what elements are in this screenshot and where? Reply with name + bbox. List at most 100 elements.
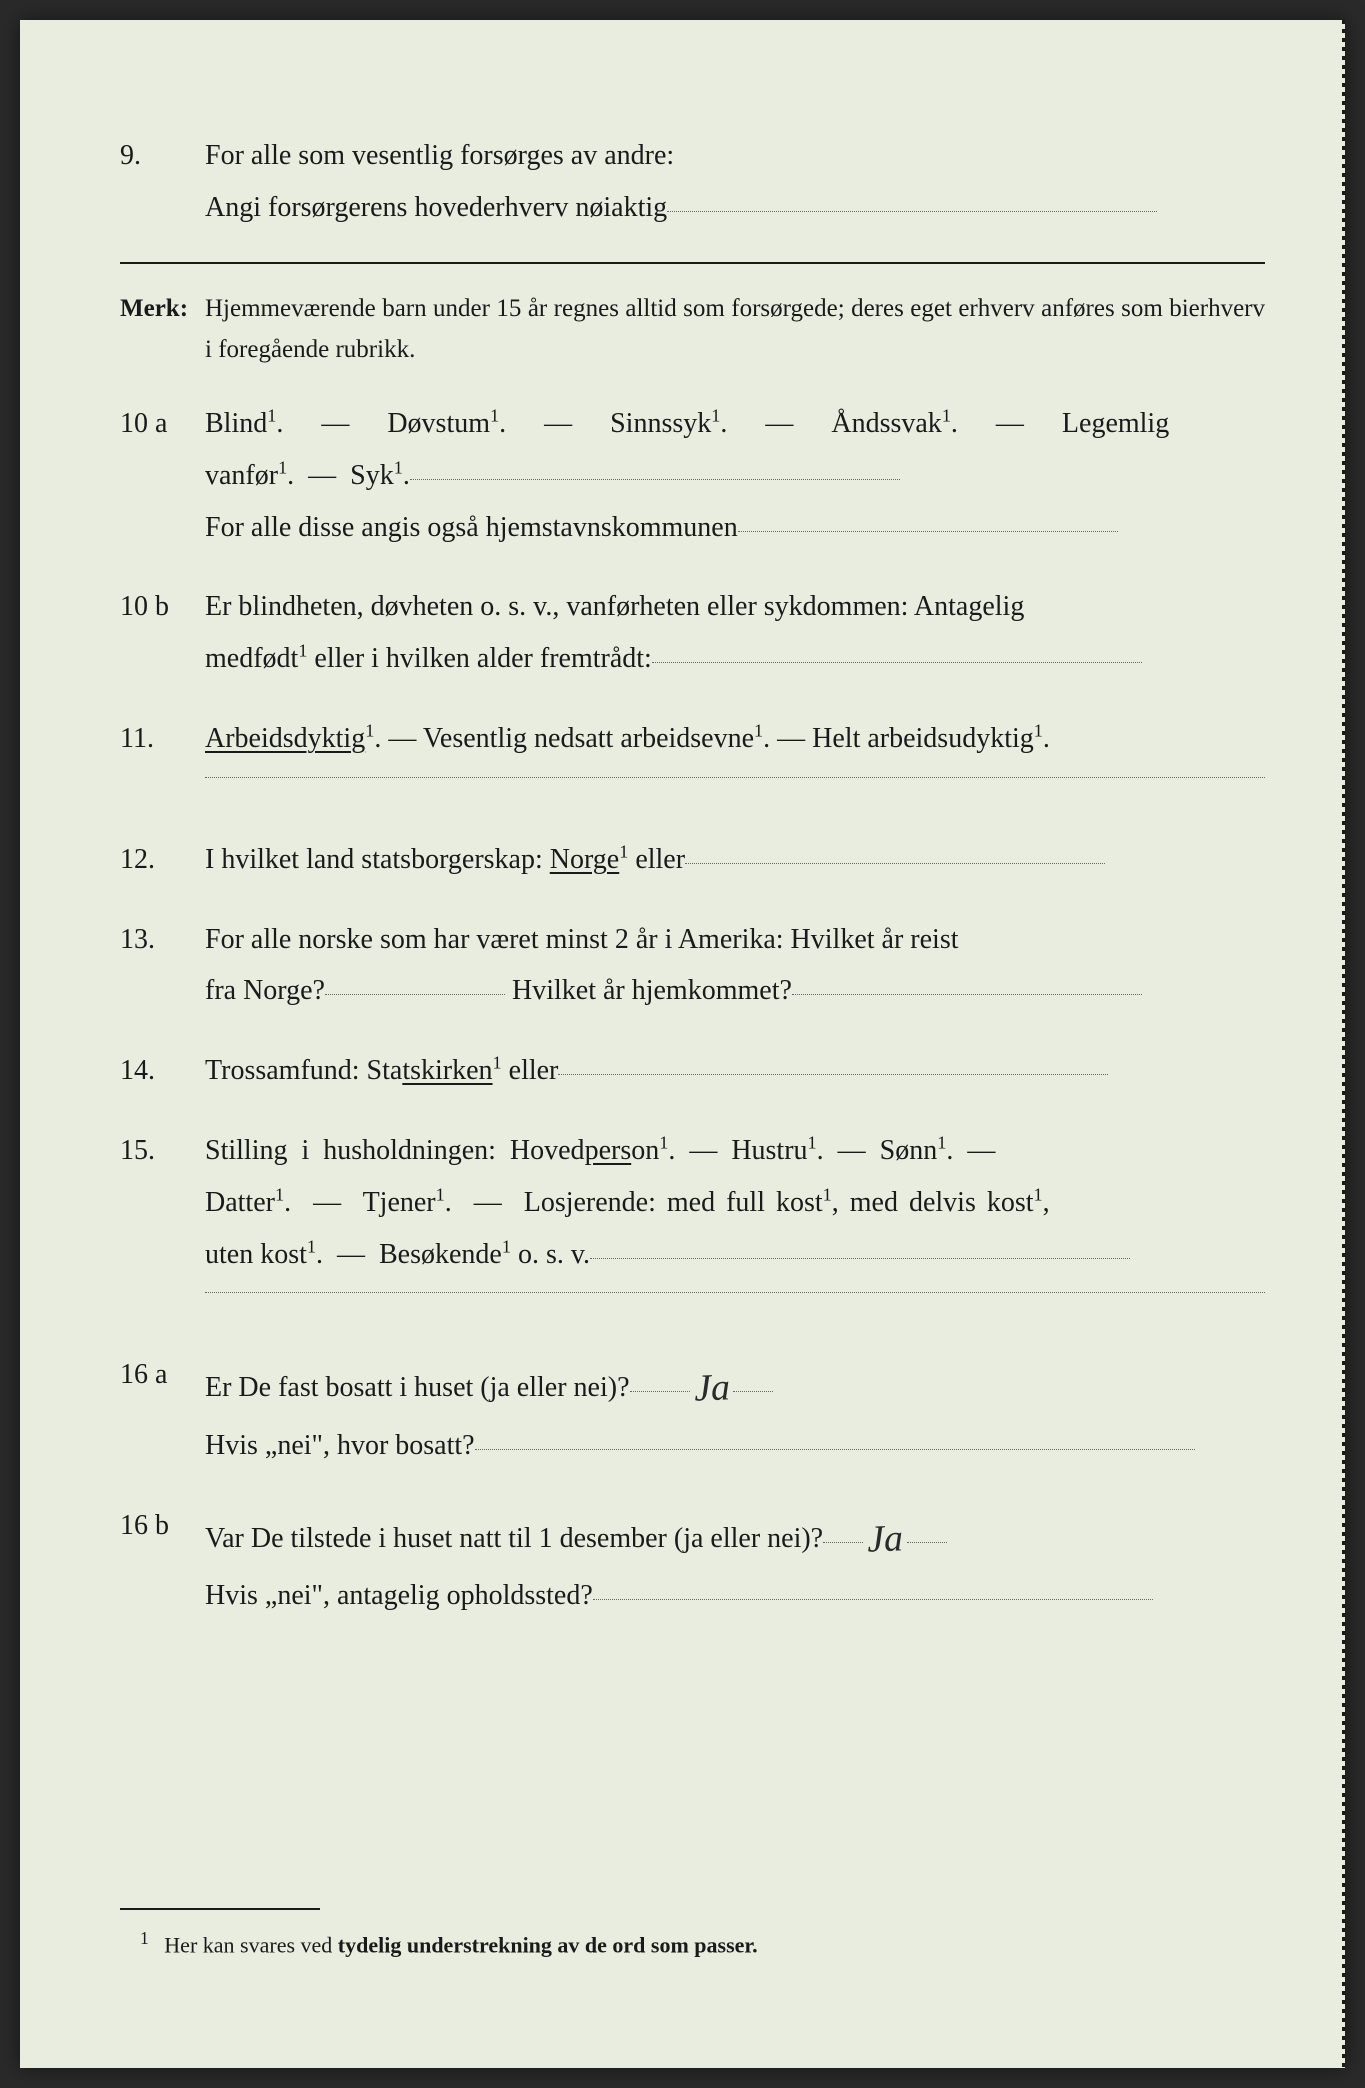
sup: 1 — [502, 1236, 511, 1256]
q10b-line2a: medfødt — [205, 643, 298, 674]
q14-number: 14. — [120, 1045, 205, 1097]
q10a-fill2 — [738, 531, 1118, 532]
q16a-fill1a — [630, 1391, 690, 1392]
dash: — — [996, 408, 1024, 439]
dash: — — [337, 1239, 365, 1270]
q11-opt2: Vesentlig nedsatt arbeidsevne — [423, 723, 754, 754]
q10a-line3-text: For alle disse angis også hjemstavnskomm… — [205, 512, 738, 543]
q10a-content: Blind1. — Døvstum1. — Sinnssyk1. — Åndss… — [205, 398, 1265, 553]
q10b-line2b: eller i hvilken alder fremtrådt: — [307, 643, 651, 674]
question-16a: 16 a Er De fast bosatt i huset (ja eller… — [120, 1349, 1265, 1471]
q11-fill — [205, 777, 1265, 778]
q10a-number: 10 a — [120, 398, 205, 553]
q11-opt3: Helt arbeidsudyktig — [812, 723, 1034, 754]
q16b-fill2 — [593, 1599, 1153, 1600]
q14-prefix: Trossamfund: Sta — [205, 1055, 402, 1086]
q15-opt2: Hustru — [731, 1135, 807, 1166]
q16a-line2: Hvis „nei", hvor bosatt? — [205, 1420, 1265, 1472]
sup: 1 — [278, 458, 287, 478]
dash: — — [765, 408, 793, 439]
q16b-fill1b — [907, 1542, 947, 1543]
sup: 1 — [659, 1133, 668, 1153]
q9-line2: Angi forsørgerens hovederhverv nøiaktig — [205, 182, 1265, 234]
question-14: 14. Trossamfund: Statskirken1 eller — [120, 1045, 1265, 1097]
dash: — — [777, 723, 805, 754]
q13-content: For alle norske som har været minst 2 år… — [205, 914, 1265, 1018]
question-10a: 10 a Blind1. — Døvstum1. — Sinnssyk1. — … — [120, 398, 1265, 553]
q14-suffix: eller — [502, 1055, 559, 1086]
q16b-answer: Ja — [866, 1503, 904, 1575]
question-15: 15. Stilling i husholdningen: Hovedperso… — [120, 1125, 1265, 1321]
sup: 1 — [436, 1185, 445, 1205]
merk-note: Merk: Hjemmeværende barn under 15 år reg… — [120, 288, 1265, 371]
sup: 1 — [1034, 1185, 1043, 1205]
question-13: 13. For alle norske som har været minst … — [120, 914, 1265, 1018]
q11-number: 11. — [120, 713, 205, 806]
dash: — — [838, 1135, 866, 1166]
q16b-number: 16 b — [120, 1500, 205, 1622]
q15-losj: Losjerende: med full kost — [524, 1187, 823, 1218]
q9-line1: For alle som vesentlig forsørges av andr… — [205, 130, 1265, 182]
sup: 1 — [754, 721, 763, 741]
q16b-content: Var De tilstede i huset natt til 1 desem… — [205, 1500, 1265, 1622]
q10a-opt5: Legemlig — [1062, 408, 1169, 439]
dash: — — [321, 408, 349, 439]
census-form-page: 9. For alle som vesentlig forsørges av a… — [20, 20, 1345, 2068]
footnote-area: 1 Her kan svares ved tydelig understrekn… — [120, 1908, 1265, 1958]
sup: 1 — [493, 1053, 502, 1073]
q12-content: I hvilket land statsborgerskap: Norge1 e… — [205, 834, 1265, 886]
footnote-bold: tydelig understrekning av de ord som pas… — [338, 1932, 758, 1957]
q13-line2a: fra Norge? — [205, 975, 325, 1006]
q16b-line1-text: Var De tilstede i huset natt til 1 desem… — [205, 1523, 823, 1554]
q12-opt1: Norge — [550, 844, 619, 875]
q15-losj2: , med delvis kost — [832, 1187, 1034, 1218]
q15-losj3: uten kost — [205, 1239, 307, 1270]
q16a-fill2 — [475, 1449, 1195, 1450]
q12-fill — [685, 863, 1105, 864]
q16a-answer: Ja — [692, 1353, 730, 1425]
q14-underlined: tskirken — [402, 1055, 492, 1086]
q10a-line3: For alle disse angis også hjemstavnskomm… — [205, 502, 1265, 554]
q9-number: 9. — [120, 130, 205, 234]
question-12: 12. I hvilket land statsborgerskap: Norg… — [120, 834, 1265, 886]
q16a-line1-text: Er De fast bosatt i huset (ja eller nei)… — [205, 1372, 630, 1403]
q10a-opt1: Blind — [205, 408, 267, 439]
merk-text: Hjemmeværende barn under 15 år regnes al… — [205, 288, 1265, 371]
sup: 1 — [823, 1185, 832, 1205]
q9-line2-text: Angi forsørgerens hovederhverv nøiaktig — [205, 192, 667, 223]
q16a-line2-text: Hvis „nei", hvor bosatt? — [205, 1430, 475, 1461]
q16b-line2-text: Hvis „nei", antagelig opholdssted? — [205, 1580, 593, 1611]
q10a-opt2: Døvstum — [387, 408, 490, 439]
q15-line1: Stilling i husholdningen: Hovedperson1. … — [205, 1125, 1265, 1177]
sup: 1 — [490, 406, 499, 426]
footnote: 1 Her kan svares ved tydelig understrekn… — [140, 1928, 1265, 1958]
q14-content: Trossamfund: Statskirken1 eller — [205, 1045, 1265, 1097]
dash: — — [308, 460, 336, 491]
q10a-opt4: Åndssvak — [831, 408, 941, 439]
q15-line2: Datter1. — Tjener1. — Losjerende: med fu… — [205, 1177, 1265, 1229]
q16b-line2: Hvis „nei", antagelig opholdssted? — [205, 1570, 1265, 1622]
q13-number: 13. — [120, 914, 205, 1018]
q11-opt1: Arbeidsdyktig — [205, 723, 365, 754]
q10a-opt3: Sinnssyk — [610, 408, 711, 439]
q10b-content: Er blindheten, døvheten o. s. v., vanfør… — [205, 581, 1265, 685]
q10b-line2: medfødt1 eller i hvilken alder fremtrådt… — [205, 633, 1265, 685]
q10a-fill1 — [410, 479, 900, 480]
q9-fill — [667, 211, 1157, 212]
q15-afterpers: on — [631, 1135, 659, 1166]
q15-opt4: Datter — [205, 1187, 275, 1218]
q12-prefix: I hvilket land statsborgerskap: — [205, 844, 550, 875]
dash: — — [689, 1135, 717, 1166]
q13-fill2 — [792, 994, 1142, 995]
q15-osv: o. s. v. — [511, 1239, 590, 1270]
separator-1 — [120, 262, 1265, 264]
q13-line1: For alle norske som har været minst 2 år… — [205, 914, 1265, 966]
q16a-line1: Er De fast bosatt i huset (ja eller nei)… — [205, 1349, 1265, 1419]
footnote-separator — [120, 1908, 320, 1910]
q15-content: Stilling i husholdningen: Hovedperson1. … — [205, 1125, 1265, 1321]
q10a-opt6: vanfør — [205, 460, 278, 491]
footnote-number: 1 — [140, 1928, 149, 1948]
footnote-prefix: Her kan svares ved — [164, 1932, 338, 1957]
q9-content: For alle som vesentlig forsørges av andr… — [205, 130, 1265, 234]
q13-line2: fra Norge? Hvilket år hjemkommet? — [205, 965, 1265, 1017]
